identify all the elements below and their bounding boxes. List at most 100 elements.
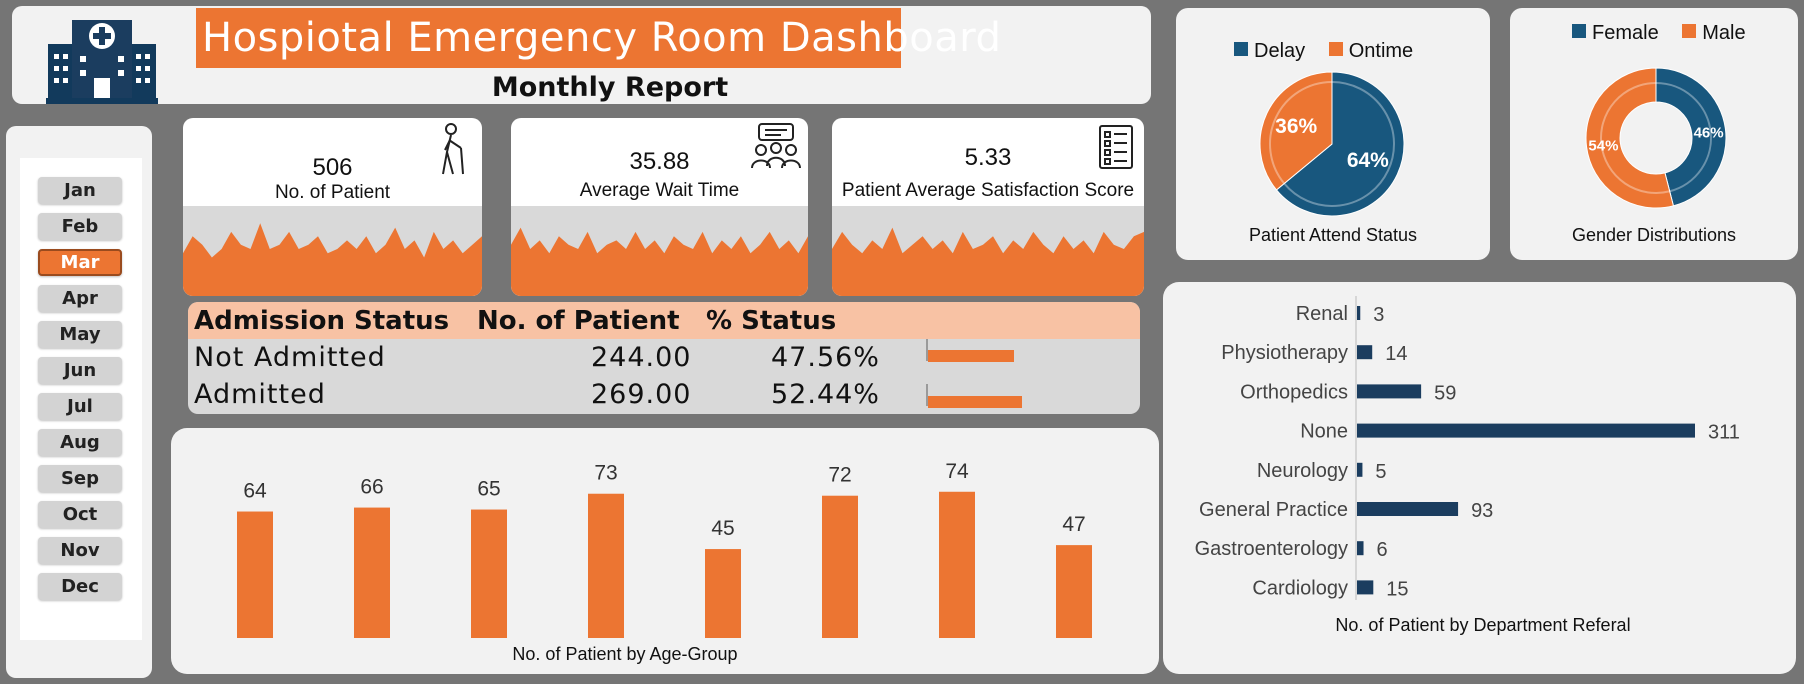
bar bbox=[1357, 384, 1422, 399]
sparkline-chart bbox=[183, 223, 482, 296]
bar bbox=[1357, 423, 1695, 438]
bar bbox=[1357, 502, 1459, 516]
bar bbox=[588, 493, 624, 638]
column-header: % Status bbox=[706, 306, 837, 336]
status-cell: Not Admitted bbox=[194, 342, 386, 373]
month-button-aug[interactable]: Aug bbox=[38, 429, 122, 456]
kpi-card-patients: 506 No. of Patient bbox=[183, 118, 482, 296]
bar bbox=[1357, 541, 1364, 556]
month-button-feb[interactable]: Feb bbox=[38, 213, 122, 240]
month-button-dec[interactable]: Dec bbox=[38, 573, 122, 600]
data-label: 15 bbox=[1386, 578, 1408, 600]
ring-accent bbox=[1600, 82, 1670, 194]
column-header: No. of Patient bbox=[477, 306, 680, 336]
elderly-person-icon bbox=[442, 123, 464, 175]
data-label: 5 bbox=[1375, 461, 1386, 483]
age-group-panel bbox=[171, 428, 1159, 674]
legend-item: Delay bbox=[1234, 40, 1305, 62]
month-button-jun[interactable]: Jun bbox=[38, 357, 122, 384]
count-cell: 269.00 bbox=[591, 379, 692, 410]
bar bbox=[354, 507, 390, 638]
sparkline-area bbox=[511, 227, 808, 296]
kpi-value: 506 bbox=[312, 154, 353, 181]
slice-label: 54% bbox=[1588, 138, 1618, 155]
pie-slice bbox=[1275, 71, 1405, 217]
category-label: Cardiology bbox=[1252, 577, 1348, 599]
slice-label: 46% bbox=[1694, 124, 1724, 141]
admission-status-table: Admission Status No. of Patient % Status… bbox=[188, 302, 1140, 414]
kpi-sparkline bbox=[832, 206, 1144, 296]
sparkline-chart bbox=[511, 227, 808, 296]
kpi-label: Average Wait Time bbox=[579, 180, 740, 201]
bar-axis bbox=[926, 384, 928, 406]
table-header bbox=[188, 302, 1140, 339]
bar bbox=[822, 495, 858, 638]
month-button-nov[interactable]: Nov bbox=[38, 537, 122, 564]
bar-axis bbox=[926, 339, 928, 361]
chart-title: No. of Patient by Age-Group bbox=[512, 644, 738, 664]
sparkline-area bbox=[183, 223, 482, 296]
slice-label: 36% bbox=[1275, 115, 1317, 138]
percent-cell: 47.56% bbox=[771, 342, 880, 373]
status-cell: Admitted bbox=[194, 379, 326, 410]
bar bbox=[1357, 306, 1361, 320]
slice-label: 64% bbox=[1347, 149, 1389, 172]
kpi-card-wait-time: 35.88 Average Wait Time bbox=[511, 118, 808, 296]
bar bbox=[1357, 580, 1374, 595]
column-header: Admission Status bbox=[194, 306, 450, 336]
checklist-icon bbox=[1099, 125, 1133, 169]
month-button-apr[interactable]: Apr bbox=[38, 285, 122, 312]
kpi-value: 5.33 bbox=[964, 144, 1012, 171]
status-bar bbox=[928, 350, 1014, 362]
bar bbox=[705, 549, 741, 638]
category-label: Neurology bbox=[1257, 460, 1348, 482]
data-label: 311 bbox=[1708, 422, 1740, 444]
ring-accent bbox=[1655, 82, 1712, 193]
legend-swatch bbox=[1234, 42, 1248, 56]
status-bar bbox=[928, 396, 1023, 408]
legend-item: Male bbox=[1682, 22, 1746, 44]
chart-title: Gender Distributions bbox=[1571, 225, 1737, 245]
month-button-jan[interactable]: Jan bbox=[38, 177, 122, 204]
gender-panel bbox=[1510, 8, 1798, 260]
chart-title: Patient Attend Status bbox=[1248, 225, 1418, 245]
data-label: 14 bbox=[1385, 343, 1407, 365]
gender-donut: 46% 54% bbox=[1585, 67, 1727, 209]
kpi-sparkline bbox=[511, 206, 808, 296]
category-label: Renal bbox=[1296, 303, 1348, 325]
bar bbox=[237, 511, 273, 638]
data-label: 64 bbox=[243, 480, 267, 503]
data-label: 47 bbox=[1062, 513, 1085, 536]
month-button-jul[interactable]: Jul bbox=[38, 393, 122, 420]
dashboard-title: Hospiotal Emergency Room Dashboard bbox=[196, 8, 1001, 68]
category-label: General Practice bbox=[1199, 499, 1348, 521]
ring-accent bbox=[1269, 81, 1333, 185]
month-button-oct[interactable]: Oct bbox=[38, 501, 122, 528]
department-bar-chart: Renal 3 Physiotherapy 14 Orthopedics 59 None 31… bbox=[1195, 296, 1740, 600]
month-button-sep[interactable]: Sep bbox=[38, 465, 122, 492]
pie-slice bbox=[1585, 67, 1675, 209]
legend-swatch bbox=[1572, 24, 1586, 38]
dashboard-subtitle: Monthly Report bbox=[491, 72, 729, 103]
data-label: 6 bbox=[1377, 539, 1388, 561]
pie-slice bbox=[1655, 67, 1727, 207]
attend-status-pie: 64% 36% bbox=[1259, 71, 1405, 217]
chart-legend: Delay Ontime bbox=[1234, 40, 1413, 63]
group-chat-icon bbox=[751, 123, 801, 169]
data-label: 59 bbox=[1434, 382, 1456, 404]
ring-accent bbox=[1283, 81, 1395, 207]
data-label: 73 bbox=[594, 462, 617, 485]
month-button-may[interactable]: May bbox=[38, 321, 122, 348]
department-panel bbox=[1163, 282, 1796, 674]
pie-slice bbox=[1259, 71, 1333, 191]
category-label: None bbox=[1300, 421, 1348, 443]
data-label: 72 bbox=[828, 464, 851, 487]
data-label: 93 bbox=[1471, 500, 1493, 522]
bar bbox=[1357, 462, 1363, 477]
month-button-mar[interactable]: Mar bbox=[38, 249, 122, 276]
legend-swatch bbox=[1328, 42, 1343, 56]
chart-legend: Female Male bbox=[1572, 22, 1746, 45]
bar bbox=[471, 509, 507, 638]
kpi-label: No. of Patient bbox=[274, 182, 391, 203]
count-cell: 244.00 bbox=[591, 342, 692, 373]
